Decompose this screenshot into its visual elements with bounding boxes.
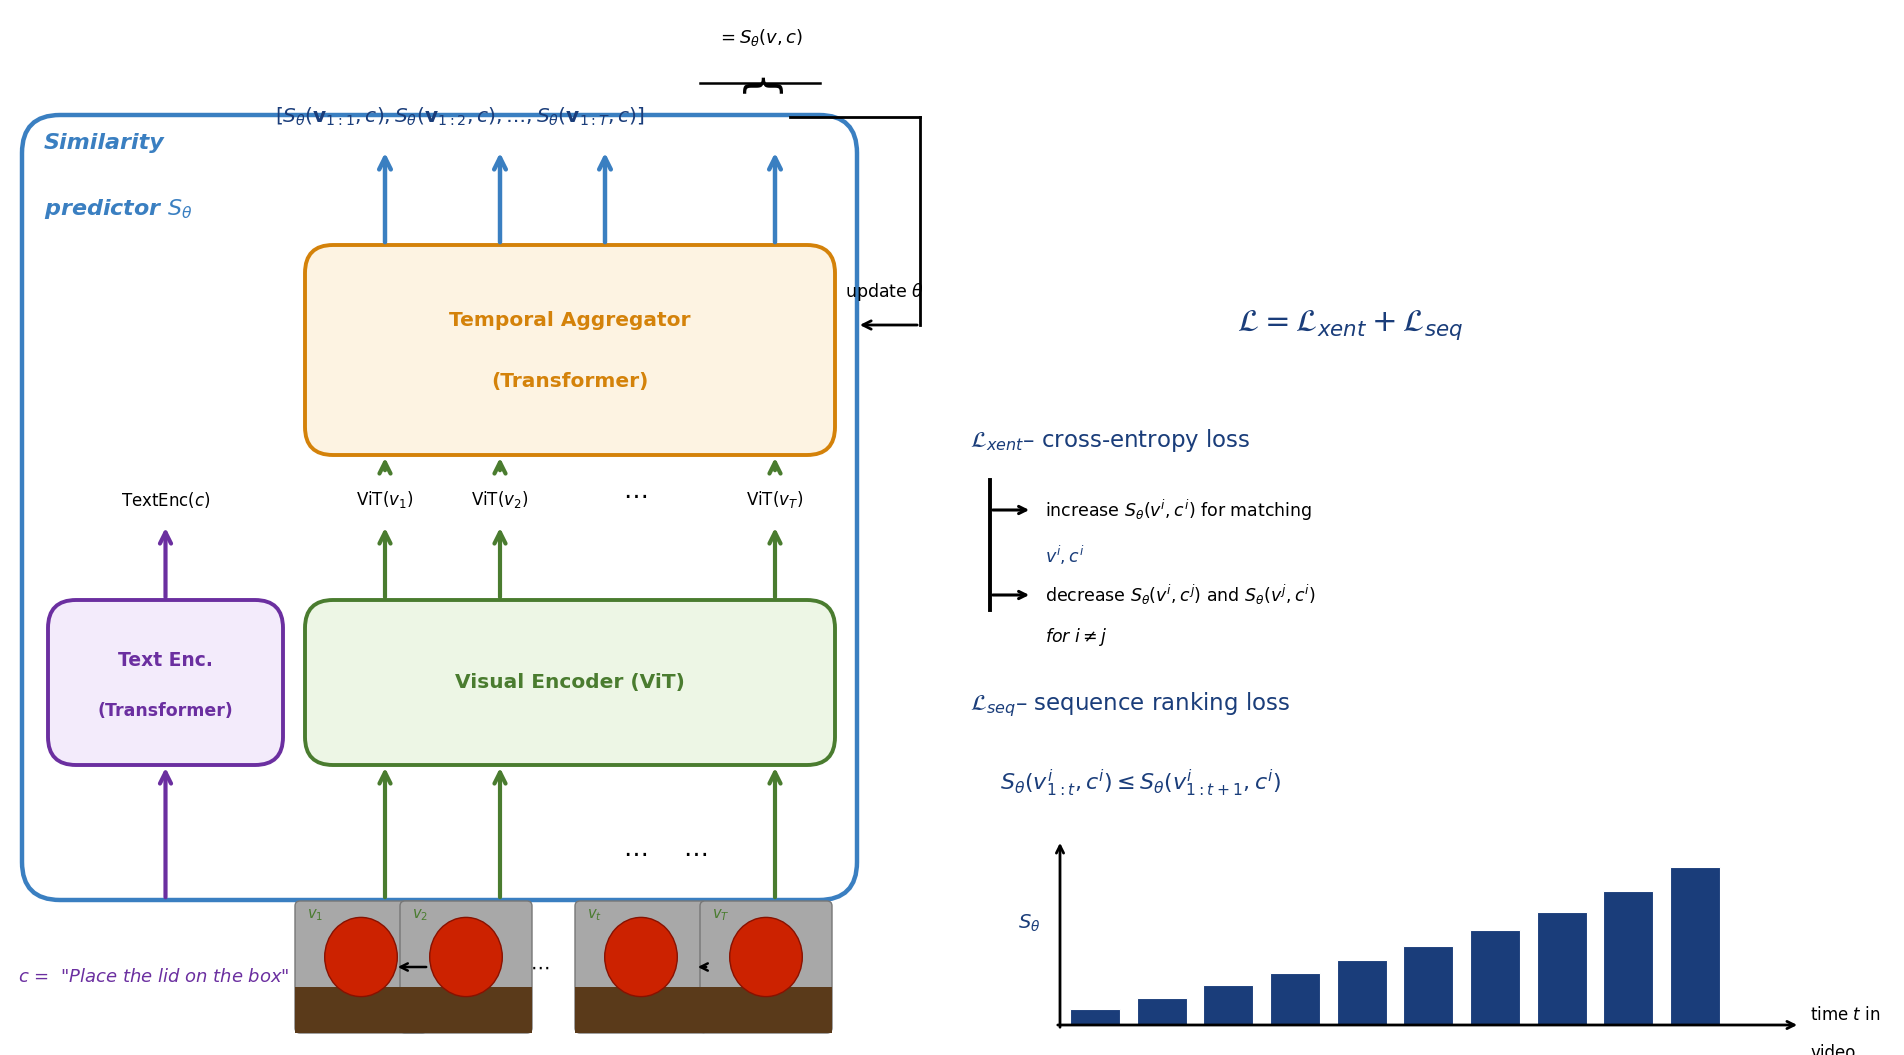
Text: $c$ =  "Place the lid on the box": $c$ = "Place the lid on the box" [17,968,289,986]
Text: video: video [1811,1044,1854,1055]
Text: increase $S_\theta(v^i, c^i)$ for matching: increase $S_\theta(v^i, c^i)$ for matchi… [1045,497,1312,522]
Text: time $t$ in: time $t$ in [1811,1006,1881,1024]
Bar [1070,1009,1120,1025]
Text: TextEnc$(c)$: TextEnc$(c)$ [120,490,209,510]
Bar [295,986,426,1033]
Ellipse shape [605,918,678,997]
Bar [1403,946,1453,1025]
Ellipse shape [729,918,802,997]
FancyBboxPatch shape [23,115,857,900]
Ellipse shape [430,918,503,997]
Text: $\mathcal{L} = \mathcal{L}_{xent} + \mathcal{L}_{seq}$: $\mathcal{L} = \mathcal{L}_{xent} + \mat… [1238,308,1462,342]
FancyBboxPatch shape [400,901,531,1033]
Text: }: } [739,68,781,94]
Text: $\cdots$: $\cdots$ [531,958,550,977]
Bar [1203,984,1253,1025]
Ellipse shape [326,918,398,997]
Bar [1470,929,1519,1025]
FancyBboxPatch shape [305,245,836,455]
Text: ViT$(v_1)$: ViT$(v_1)$ [356,490,413,511]
Bar [575,986,706,1033]
Text: for $i \neq j$: for $i \neq j$ [1045,626,1108,648]
Text: $\mathcal{L}_{xent}$– cross-entropy loss: $\mathcal{L}_{xent}$– cross-entropy loss [969,426,1251,454]
Text: $S_\theta$: $S_\theta$ [1017,913,1040,934]
Text: $\cdots$: $\cdots$ [684,841,706,865]
FancyBboxPatch shape [701,901,832,1033]
Text: $v_t$: $v_t$ [586,907,602,923]
Text: ViT$(v_2)$: ViT$(v_2)$ [472,490,529,511]
Bar [701,986,832,1033]
FancyBboxPatch shape [48,600,284,765]
Text: ViT$(v_T)$: ViT$(v_T)$ [746,490,803,511]
Text: $v_1$: $v_1$ [307,907,324,923]
Text: update $\theta$: update $\theta$ [845,281,925,303]
Text: $[S_\theta(\mathbf{v}_{1:1}, c), S_\theta(\mathbf{v}_{1:2}, c), \ldots, S_\theta: $[S_\theta(\mathbf{v}_{1:1}, c), S_\thet… [274,106,645,128]
Text: $S_\theta(v^i_{1:t}, c^i) \leq S_\theta(v^i_{1:t+1}, c^i)$: $S_\theta(v^i_{1:t}, c^i) \leq S_\theta(… [1000,767,1281,799]
Text: Similarity: Similarity [44,133,166,153]
Text: $v_T$: $v_T$ [712,907,729,923]
FancyBboxPatch shape [295,901,426,1033]
Bar [1537,913,1586,1025]
Text: (Transformer): (Transformer) [97,702,234,720]
Bar [1270,974,1319,1025]
Bar [1337,960,1386,1025]
Text: $\cdots$: $\cdots$ [623,841,647,865]
FancyBboxPatch shape [575,901,706,1033]
Text: $v^i, c^i$: $v^i, c^i$ [1045,543,1085,567]
Text: $v_2$: $v_2$ [411,907,428,923]
Bar [400,986,531,1033]
FancyBboxPatch shape [305,600,836,765]
Text: (Transformer): (Transformer) [491,372,649,391]
Text: $= S_\theta(v, c)$: $= S_\theta(v, c)$ [718,26,803,47]
Text: $\mathcal{L}_{seq}$– sequence ranking loss: $\mathcal{L}_{seq}$– sequence ranking lo… [969,691,1291,720]
Bar [1670,867,1719,1025]
Bar [1137,998,1186,1025]
Text: $\cdots$: $\cdots$ [623,483,647,507]
Text: Visual Encoder (ViT): Visual Encoder (ViT) [455,673,685,692]
Text: decrease $S_\theta(v^i, c^j)$ and $S_\theta(v^j, c^i)$: decrease $S_\theta(v^i, c^j)$ and $S_\th… [1045,583,1316,607]
Text: predictor $S_\theta$: predictor $S_\theta$ [44,197,192,220]
Bar [1603,891,1653,1025]
Text: Temporal Aggregator: Temporal Aggregator [449,310,691,329]
Text: Text Enc.: Text Enc. [118,651,213,670]
